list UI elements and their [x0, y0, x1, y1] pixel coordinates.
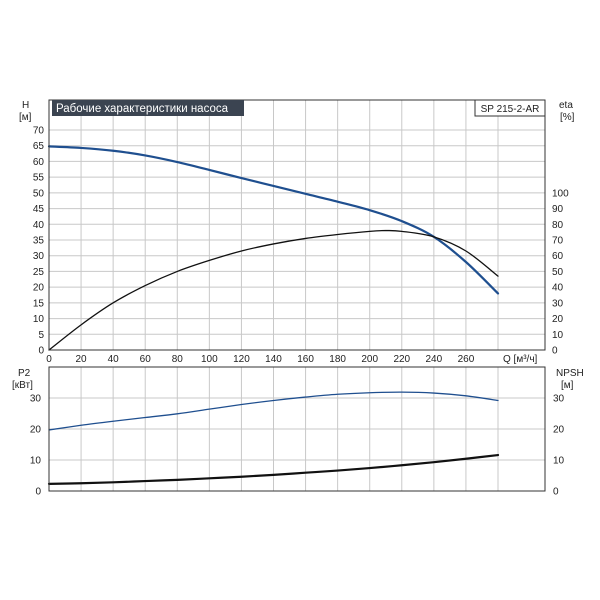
head-tick-label: 15 — [33, 298, 45, 309]
eta-axis-unit: [%] — [560, 112, 575, 123]
head-tick-label: 30 — [33, 251, 45, 262]
head-tick-label: 0 — [38, 346, 44, 357]
head-tick-label: 45 — [33, 204, 45, 215]
head-tick-label: 25 — [33, 267, 45, 278]
eta-tick-label: 40 — [552, 283, 564, 294]
eta-tick-label: 0 — [552, 346, 558, 357]
head-axis-unit: [м] — [19, 112, 32, 123]
x-tick-label: 0 — [46, 354, 52, 365]
x-tick-label: 20 — [76, 354, 88, 365]
npsh-tick-label: 20 — [553, 425, 565, 436]
npsh-curve — [47, 453, 500, 485]
p2-axis-unit: [кВт] — [12, 380, 33, 391]
p2-tick-label: 10 — [30, 456, 42, 467]
head-tick-label: 5 — [38, 330, 44, 341]
model-label-box — [474, 99, 546, 117]
head-tick-label: 20 — [33, 283, 45, 294]
eta-tick-label: 50 — [552, 267, 564, 278]
head-axis-name: H — [22, 100, 29, 111]
x-tick-label: 120 — [233, 354, 250, 365]
eta-tick-label: 100 — [552, 188, 569, 199]
head-curve — [47, 145, 500, 295]
eta-tick-label: 70 — [552, 236, 564, 247]
x-tick-label: 180 — [329, 354, 346, 365]
p2-axis-name: P2 — [18, 368, 31, 379]
eta-tick-label: 10 — [552, 330, 564, 341]
head-tick-label: 35 — [33, 236, 45, 247]
x-tick-label: 100 — [201, 354, 218, 365]
eta-tick-label: 30 — [552, 298, 564, 309]
title-banner — [52, 100, 244, 116]
npsh-tick-label: 0 — [553, 487, 559, 498]
x-tick-label: 140 — [265, 354, 282, 365]
head-tick-label: 60 — [33, 157, 45, 168]
x-tick-label: 40 — [108, 354, 120, 365]
x-tick-label: 200 — [361, 354, 378, 365]
x-tick-label: 260 — [458, 354, 475, 365]
x-tick-label: 60 — [140, 354, 152, 365]
x-tick-label: 80 — [172, 354, 184, 365]
eta-tick-label: 20 — [552, 314, 564, 325]
p2-tick-label: 30 — [30, 394, 42, 405]
p2-tick-label: 0 — [35, 487, 41, 498]
q-axis-label: Q [м³/ч] — [503, 354, 538, 365]
head-tick-label: 10 — [33, 314, 45, 325]
head-tick-label: 55 — [33, 173, 45, 184]
head-tick-label: 50 — [33, 188, 45, 199]
npsh-tick-label: 10 — [553, 456, 565, 467]
upper-plot-frame — [48, 99, 546, 351]
npsh-axis-name: NPSH — [556, 368, 584, 379]
power-p2-curve — [48, 391, 499, 431]
npsh-tick-label: 30 — [553, 394, 565, 405]
npsh-axis-unit: [м] — [561, 380, 574, 391]
eta-tick-label: 90 — [552, 204, 564, 215]
x-tick-label: 160 — [297, 354, 314, 365]
x-tick-label: 240 — [426, 354, 443, 365]
eta-tick-label: 80 — [552, 220, 564, 231]
head-tick-label: 70 — [33, 126, 45, 137]
eta-tick-label: 60 — [552, 251, 564, 262]
lower-plot-frame — [48, 366, 546, 492]
head-tick-label: 65 — [33, 141, 45, 152]
model-label: SP 215-2-AR — [481, 104, 540, 115]
chart-title: Рабочие характеристики насоса — [56, 103, 229, 115]
x-tick-label: 220 — [393, 354, 410, 365]
efficiency-curve — [48, 229, 499, 351]
head-tick-label: 40 — [33, 220, 45, 231]
p2-tick-label: 20 — [30, 425, 42, 436]
eta-axis-name: eta — [559, 100, 573, 111]
